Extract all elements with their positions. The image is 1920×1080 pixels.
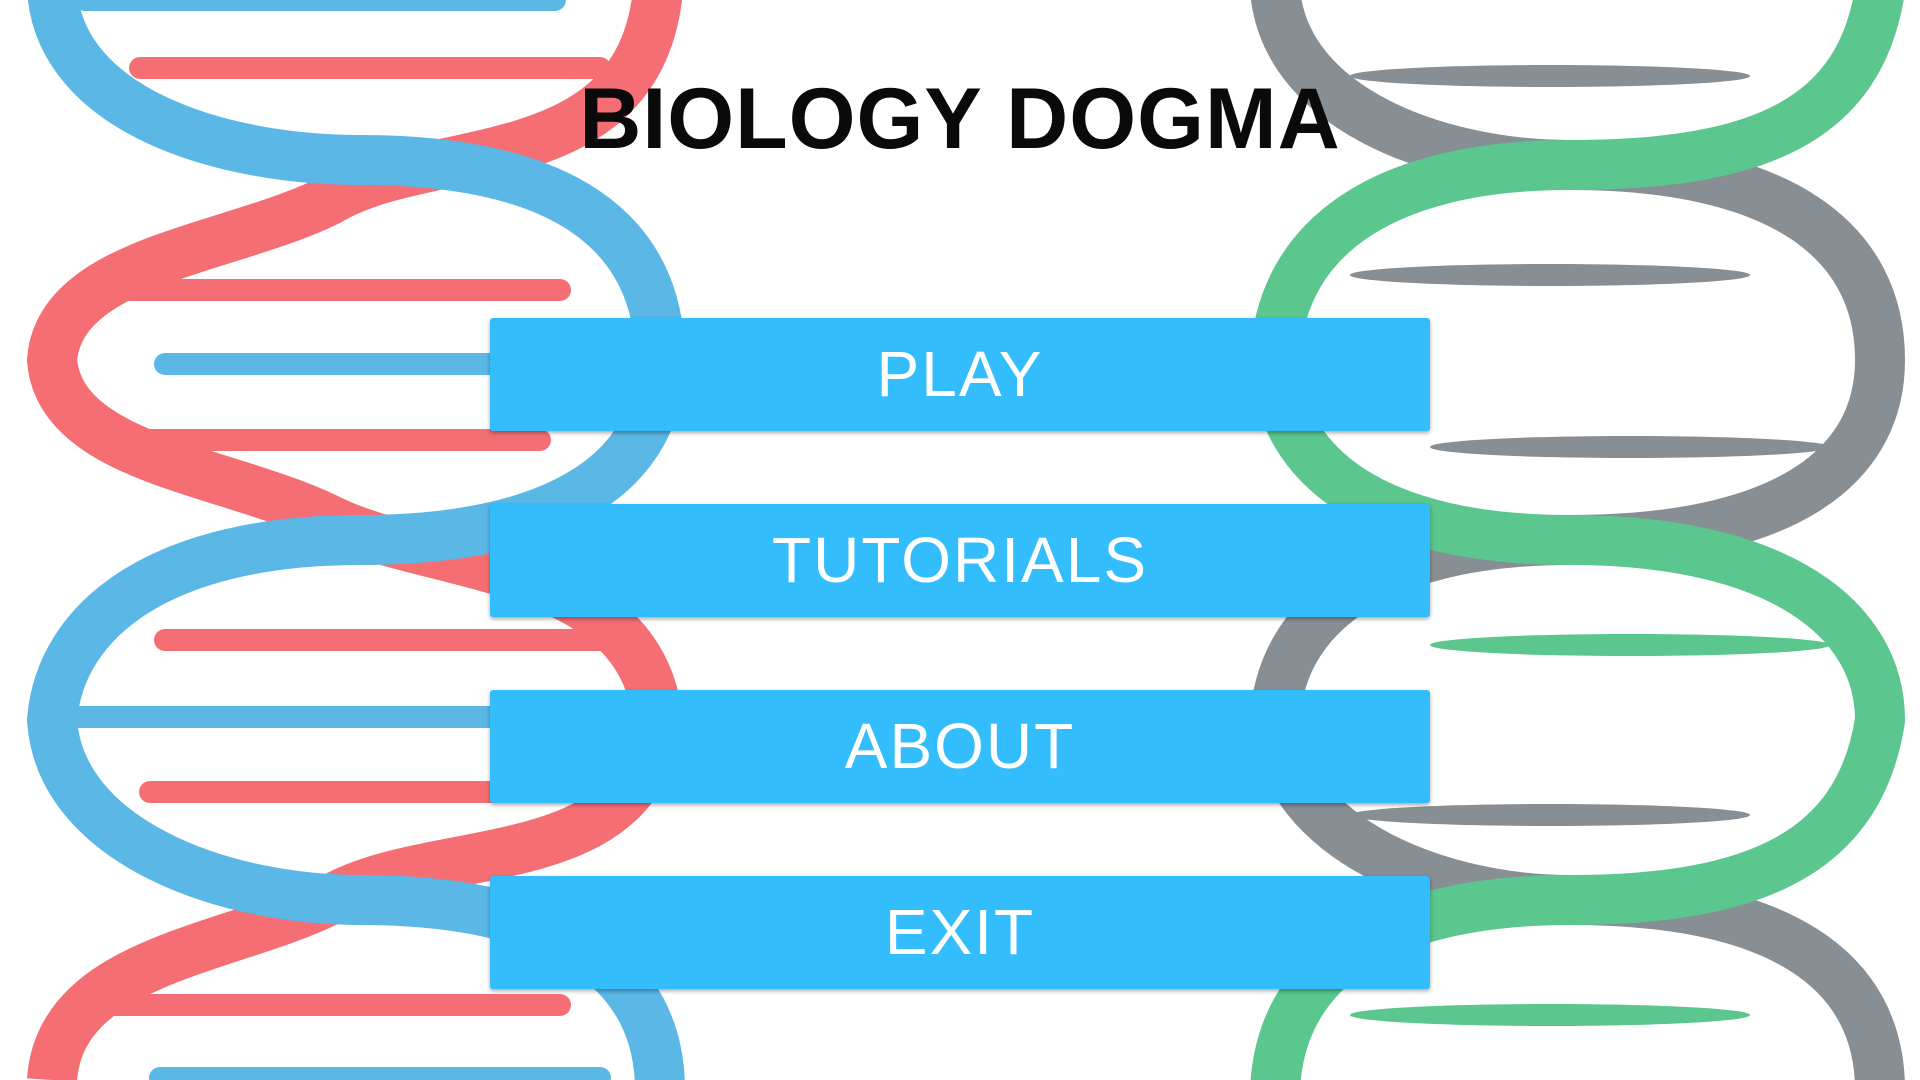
dna-helix-right-decoration — [1249, 0, 1906, 1080]
helix-rung — [1350, 65, 1750, 87]
game-title: BIOLOGY DOGMA — [579, 71, 1341, 167]
about-button[interactable]: ABOUT — [490, 690, 1430, 803]
tutorials-button[interactable]: TUTORIALS — [490, 504, 1430, 617]
helix-right-strand-green — [1249, 0, 1906, 1080]
dna-helix-left-decoration — [26, 0, 686, 1080]
helix-rung — [1350, 804, 1750, 826]
helix-left-strand-blue — [26, 0, 686, 1080]
main-menu: PLAY TUTORIALS ABOUT EXIT — [490, 318, 1430, 1062]
helix-rung — [1430, 634, 1830, 656]
helix-rung — [1350, 1004, 1750, 1026]
exit-button[interactable]: EXIT — [490, 876, 1430, 989]
helix-rung — [1350, 264, 1750, 286]
helix-right-rungs — [1350, 65, 1830, 1026]
helix-rung — [1430, 436, 1830, 458]
play-button[interactable]: PLAY — [490, 318, 1430, 431]
